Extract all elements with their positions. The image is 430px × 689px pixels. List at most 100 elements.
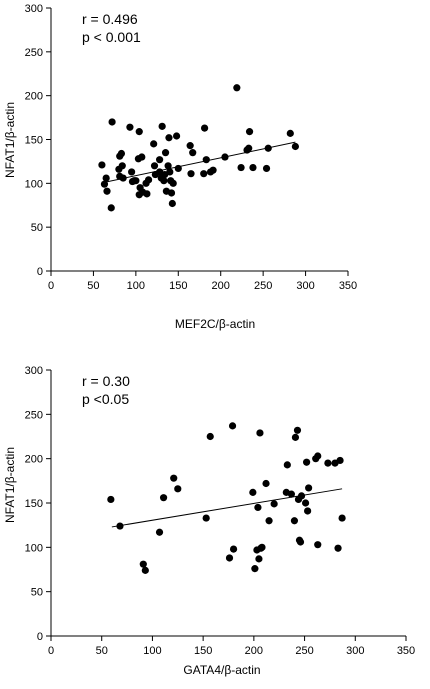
p-value-text: p <0.05 [82, 391, 129, 407]
data-point [158, 122, 166, 130]
data-point [126, 123, 134, 131]
data-point [297, 492, 306, 500]
data-point [165, 134, 173, 142]
data-point [202, 156, 210, 164]
data-point [128, 168, 136, 176]
data-point [291, 433, 300, 441]
data-point [132, 177, 140, 185]
data-point [164, 162, 172, 170]
data-point [254, 503, 262, 512]
data-point [264, 144, 272, 152]
data-point [135, 128, 143, 136]
data-point [262, 479, 270, 488]
data-point [265, 517, 273, 525]
x-tick-label: 300 [296, 280, 314, 292]
y-tick-label: 50 [31, 587, 43, 599]
data-point [155, 528, 164, 536]
data-point [338, 514, 346, 522]
data-point [161, 149, 170, 157]
x-tick-label: 100 [127, 280, 145, 292]
data-point [305, 484, 313, 492]
data-point [160, 177, 168, 185]
data-point [296, 538, 305, 546]
y-tick-label: 0 [37, 631, 43, 643]
data-point [221, 153, 229, 161]
data-point [200, 124, 209, 132]
data-point [174, 485, 182, 493]
x-tick-label: 300 [346, 645, 364, 657]
data-point [233, 84, 241, 92]
data-point [301, 499, 310, 507]
correlation-r-text: r = 0.496 [82, 11, 138, 27]
data-point [202, 514, 210, 522]
regression-line [103, 141, 296, 183]
y-tick-label: 150 [25, 135, 43, 147]
x-axis-title: GATA4/β-actin [183, 663, 260, 677]
x-tick-label: 350 [397, 645, 415, 657]
x-tick-label: 0 [48, 280, 54, 292]
x-tick-label: 250 [295, 645, 313, 657]
data-point [144, 176, 153, 184]
data-point [256, 429, 264, 437]
data-point [189, 149, 197, 157]
data-point [169, 179, 177, 187]
data-point [314, 452, 322, 460]
data-point [209, 166, 217, 174]
x-tick-label: 50 [87, 280, 99, 292]
data-point [255, 555, 263, 563]
data-point [324, 459, 332, 467]
data-point [117, 149, 126, 158]
data-point [262, 164, 271, 173]
data-point [206, 432, 214, 441]
x-tick-label: 250 [254, 280, 272, 292]
data-point [228, 422, 237, 430]
x-tick-label: 0 [48, 645, 54, 657]
plot-area: 0 50 100 150 200 250 300 0 50 100 150 200 250 300 350 [25, 3, 358, 292]
data-point [172, 132, 181, 140]
y-tick-label: 300 [25, 3, 43, 15]
x-tick-label: 50 [96, 645, 108, 657]
data-point [150, 162, 159, 170]
data-point [138, 153, 146, 161]
data-point [336, 456, 344, 465]
x-tick-label: 150 [169, 280, 187, 292]
data-point [237, 163, 245, 172]
data-point [283, 461, 291, 469]
y-axis-title: NFAT1/β-actin [3, 447, 17, 523]
data-point [290, 517, 299, 525]
y-tick-label: 150 [25, 498, 43, 510]
data-point [100, 180, 109, 188]
data-point [108, 118, 116, 126]
correlation-r-text: r = 0.30 [82, 373, 130, 389]
data-point [200, 170, 208, 178]
data-point [107, 204, 115, 212]
y-tick-label: 250 [25, 47, 43, 59]
data-point [166, 168, 174, 176]
x-axis-title: MEF2C/β-actin [175, 317, 255, 331]
y-tick-label: 200 [25, 91, 43, 103]
x-tick-label: 350 [339, 280, 357, 292]
data-point [314, 541, 322, 549]
data-point [107, 495, 115, 504]
data-point [303, 458, 311, 466]
data-point [118, 162, 126, 170]
data-point [98, 161, 106, 169]
data-point [270, 500, 278, 508]
data-point [229, 545, 238, 553]
data-point [287, 490, 295, 498]
data-point [141, 566, 149, 574]
x-tick-label: 200 [212, 280, 230, 292]
data-point [103, 187, 111, 195]
data-point [286, 129, 294, 137]
data-point [187, 170, 195, 178]
data-point [251, 565, 259, 573]
data-point [150, 140, 158, 148]
x-tick-label: 200 [245, 645, 263, 657]
data-point [304, 507, 312, 515]
data-point [116, 522, 124, 530]
data-point [291, 142, 299, 151]
y-tick-label: 300 [25, 365, 43, 377]
